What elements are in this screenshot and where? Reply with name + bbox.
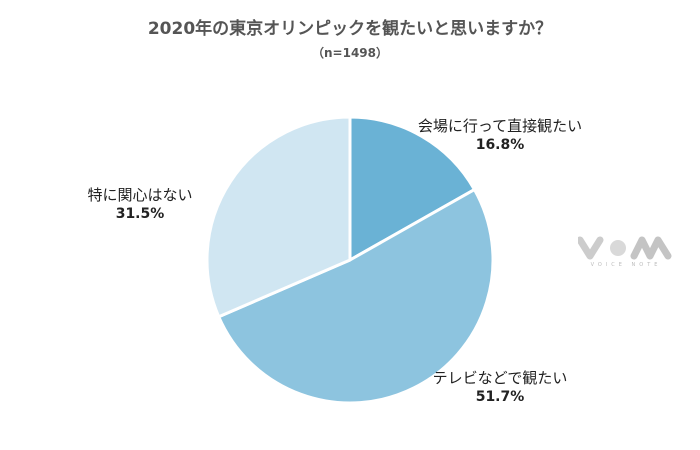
slice-label-no-interest: 特に関心はない 31.5% [60,185,220,224]
slice-label-tv: テレビなどで観たい 51.7% [400,368,600,407]
slice-label-direct: 会場に行って直接観たい 16.8% [390,116,610,155]
slice-value-label: 31.5% [115,206,165,223]
slice-name: 特に関心はない [87,186,193,204]
chart-subtitle: （n=1498） [312,46,388,60]
slice-value-label: 16.8% [475,137,525,154]
slice-value-label: 51.7% [475,389,525,406]
slice-direct [348,115,476,262]
slice-tv [217,188,495,405]
watermark-text: VOICE NOTE [590,262,662,268]
watermark-logo: VOICE NOTE [576,232,674,272]
voice-note-logo-icon [576,236,672,260]
slice-name: テレビなどで観たい [432,369,568,387]
chart-title: 2020年の東京オリンピックを観たいと思いますか？ [147,19,553,39]
slice-name: 会場に行って直接観たい [417,117,583,135]
slice-no-interest [205,115,352,319]
